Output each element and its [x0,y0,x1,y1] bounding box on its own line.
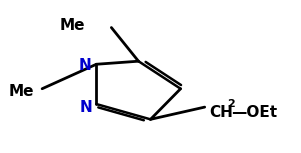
Text: CH: CH [209,105,233,120]
Text: Me: Me [60,18,85,33]
Text: Me: Me [9,84,35,99]
Text: N: N [79,58,92,73]
Text: —OEt: —OEt [231,105,277,120]
Text: 2: 2 [227,99,235,109]
Text: N: N [80,100,92,115]
